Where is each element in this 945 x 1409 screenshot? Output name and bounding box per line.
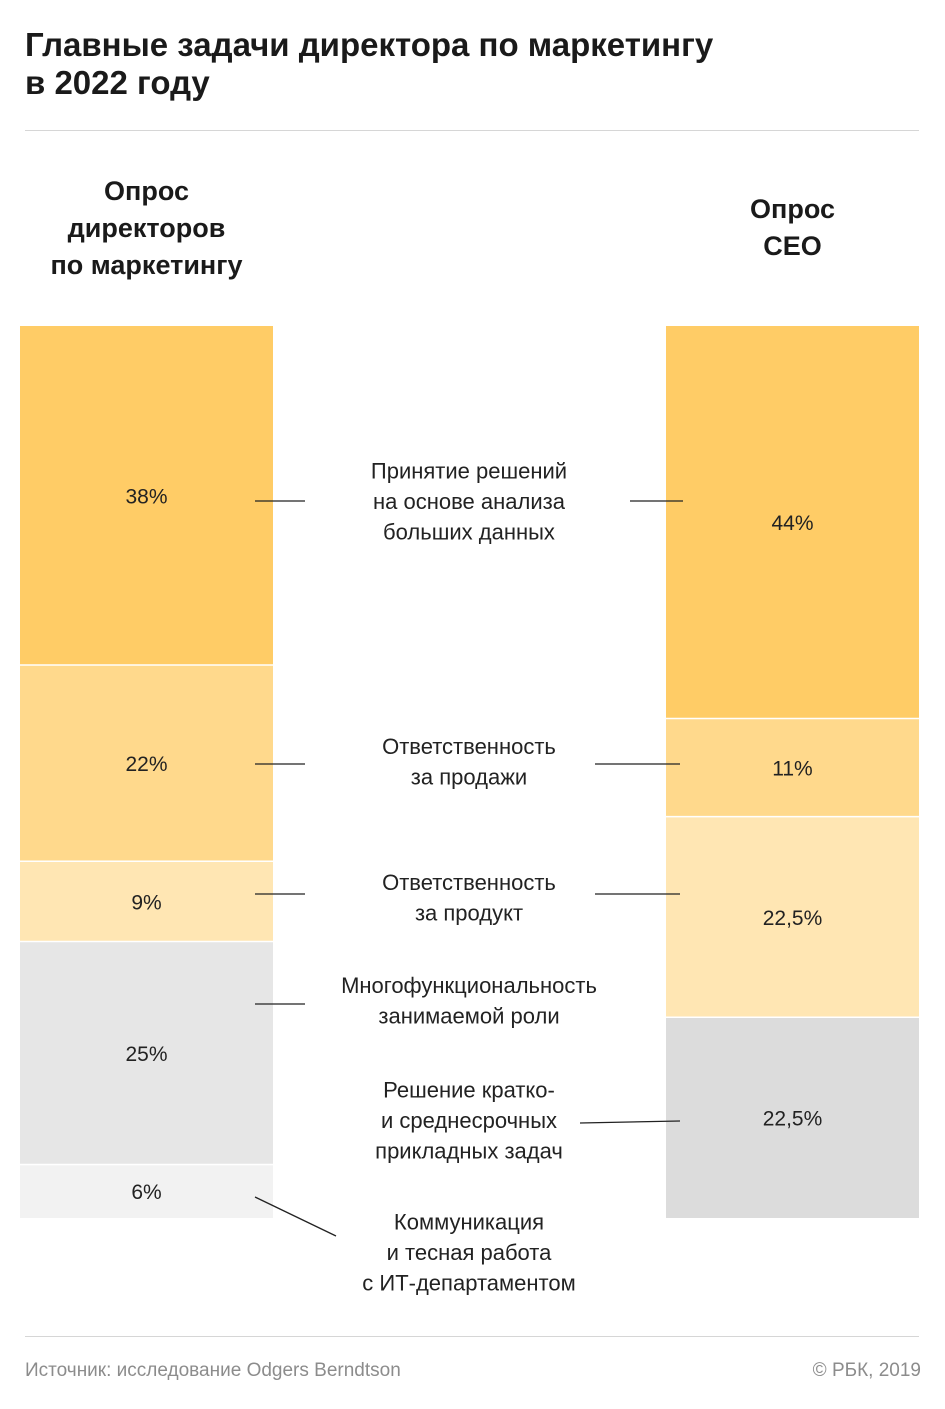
left-heading-line-2: директоров <box>67 213 226 243</box>
category-label-3-line-2: за продукт <box>415 900 523 925</box>
category-label-5-line-2: и среднесрочных <box>381 1108 557 1133</box>
top-divider <box>25 130 919 131</box>
data-label-col1-5: 6% <box>131 1181 161 1204</box>
category-label-1-line-3: больших данных <box>383 520 555 545</box>
right-heading-line-1: Опрос <box>750 194 835 224</box>
copyright-note: © РБК, 2019 <box>812 1360 921 1381</box>
category-label-2-line-2: за продажи <box>411 764 527 789</box>
data-label-col1-1: 38% <box>125 486 167 509</box>
left-column-heading: Опрос директоров по маркетингу <box>20 173 273 284</box>
bar-segment-col1-2 <box>20 665 273 862</box>
category-label-5-line-3: прикладных задач <box>375 1139 563 1164</box>
category-label-5-line-1: Решение кратко- <box>383 1078 555 1103</box>
data-label-col1-3: 9% <box>131 891 161 914</box>
category-label-3: Ответственность за продукт <box>382 870 556 926</box>
data-label-col2-3: 22,5% <box>763 907 823 930</box>
chart-title-line-2: в 2022 году <box>25 64 210 101</box>
category-label-1-line-1: Принятие решений <box>371 459 567 484</box>
category-label-2-line-1: Ответственность <box>382 734 556 759</box>
bar-segment-col2-2 <box>666 718 919 817</box>
data-label-col2-2: 11% <box>772 758 812 781</box>
source-note: Источник: исследование Odgers Berndtson <box>25 1360 401 1381</box>
data-label-col1-4: 25% <box>125 1043 167 1066</box>
category-label-6-line-1: Коммуникация <box>394 1210 544 1235</box>
chart-title-line-1: Главные задачи директора по маркетингу <box>25 26 714 63</box>
category-label-4-line-2: занимаемой роли <box>378 1003 559 1028</box>
left-heading-line-1: Опрос <box>104 176 189 206</box>
right-heading-line-2: CEO <box>763 231 822 261</box>
category-label-1: Принятие решений на основе анализа больших… <box>371 459 567 545</box>
category-label-6-line-2: и тесная работа <box>387 1240 553 1265</box>
connector-left-5 <box>254 1196 337 1237</box>
category-label-4: Многофункциональность занимаемой роли <box>341 973 597 1029</box>
bar-segment-col1-5 <box>20 1164 273 1218</box>
left-heading-line-3: по маркетингу <box>50 250 243 280</box>
category-label-2: Ответственность за продажи <box>382 734 556 790</box>
category-label-3-line-1: Ответственность <box>382 870 556 895</box>
bar-segment-col2-4 <box>666 1017 919 1218</box>
data-label-col2-4: 22,5% <box>763 1108 823 1131</box>
category-label-4-line-1: Многофункциональность <box>341 973 597 998</box>
connector-right-4 <box>579 1120 681 1124</box>
data-label-col2-1: 44% <box>771 512 813 535</box>
chart-title: Главные задачи директора по маркетингу в… <box>25 26 925 102</box>
category-label-6-line-3: с ИТ-департаментом <box>362 1271 575 1296</box>
bar-segment-col2-1 <box>666 326 919 719</box>
bottom-divider <box>25 1336 919 1337</box>
right-column-heading: Опрос CEO <box>666 191 919 265</box>
data-label-col1-2: 22% <box>125 753 167 776</box>
category-label-5: Решение кратко-и среднесрочных прикладных… <box>375 1078 563 1164</box>
category-label-6: Коммуникация и тесная работа с ИТ-департам… <box>362 1210 575 1296</box>
bar-segment-col1-4 <box>20 941 273 1165</box>
bar-segment-col1-1 <box>20 326 273 665</box>
bar-segment-col1-3 <box>20 861 273 942</box>
category-label-1-line-2: на основе анализа <box>373 489 566 514</box>
bar-segment-col2-3 <box>666 816 919 1018</box>
